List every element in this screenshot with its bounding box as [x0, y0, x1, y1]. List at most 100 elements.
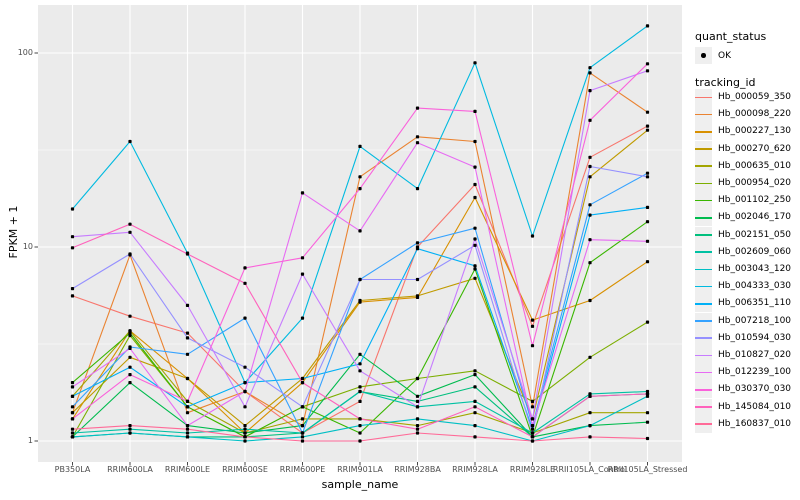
data-point — [645, 128, 650, 132]
data-point — [473, 267, 477, 271]
legend-key-Hb_010594_030 — [695, 329, 712, 347]
data-point — [185, 376, 190, 381]
data-point — [588, 155, 592, 159]
data-point — [243, 424, 247, 428]
data-point — [415, 277, 420, 282]
data-point — [243, 316, 247, 320]
data-point — [588, 394, 592, 398]
data-point — [243, 431, 247, 435]
data-point — [358, 389, 362, 394]
legend-line-icon — [695, 96, 712, 99]
data-point — [128, 424, 132, 428]
data-point — [415, 405, 420, 409]
legend-ok-label: OK — [718, 51, 731, 61]
y-tick-label: 1 — [27, 436, 33, 445]
data-point — [473, 182, 477, 187]
data-point — [473, 276, 477, 280]
data-point — [473, 411, 477, 415]
legend-key-Hb_007218_100 — [695, 312, 712, 330]
legend-entry-label: Hb_010594_030 — [718, 332, 792, 343]
legend-key-Hb_001102_250 — [695, 192, 712, 210]
data-point — [530, 435, 535, 439]
legend-key-Hb_000059_350 — [695, 89, 712, 106]
data-point — [358, 187, 362, 191]
data-point — [300, 417, 305, 421]
data-point — [473, 243, 477, 247]
data-point — [415, 394, 420, 398]
data-point — [70, 405, 75, 409]
data-point — [185, 435, 190, 439]
data-point — [645, 110, 650, 114]
y-tick-label: 10 — [22, 242, 33, 251]
data-point — [185, 352, 190, 356]
data-point — [70, 394, 75, 398]
legend-key-Hb_000227_130 — [695, 123, 712, 141]
legend-entry-label: Hb_012239_100 — [718, 367, 792, 378]
x-tick-label: PB350LA — [54, 465, 91, 474]
data-point — [588, 435, 592, 439]
legend-entry-label: Hb_000227_130 — [718, 126, 792, 137]
data-point — [415, 424, 420, 428]
legend-line-icon — [695, 423, 712, 426]
data-point — [300, 316, 305, 320]
data-point — [645, 411, 650, 415]
data-point — [243, 266, 247, 270]
legend-line-icon — [695, 389, 712, 391]
legend-tracking-id-title: tracking_id — [695, 76, 756, 89]
data-point — [645, 124, 650, 128]
legend-entry-label: Hb_003043_120 — [718, 264, 792, 274]
data-point — [473, 373, 477, 377]
data-point — [588, 424, 592, 428]
legend-key-Hb_004333_030 — [695, 278, 712, 296]
y-axis-title: FPKM + 1 — [7, 205, 20, 259]
legend-key-Hb_000635_010 — [695, 157, 712, 175]
legend-line-icon — [695, 371, 712, 374]
data-point — [415, 294, 420, 298]
legend-key-Hb_145084_010 — [695, 398, 712, 416]
data-point — [185, 331, 190, 335]
data-point — [358, 369, 362, 373]
data-point — [415, 417, 420, 421]
legend-entry-label: Hb_000954_020 — [718, 178, 792, 188]
data-point — [70, 235, 75, 239]
data-point — [243, 435, 247, 439]
data-point — [128, 139, 132, 144]
data-point — [300, 439, 305, 443]
data-point — [645, 62, 650, 66]
data-point — [128, 381, 132, 385]
data-point — [358, 144, 362, 148]
data-point — [358, 298, 362, 303]
data-point — [530, 399, 535, 403]
data-point — [473, 399, 477, 403]
data-point — [473, 165, 477, 169]
legend-entry-label: Hb_004333_030 — [718, 281, 792, 292]
legend-entry-label: Hb_006351_110 — [718, 298, 792, 309]
data-point — [358, 385, 362, 389]
legend-line-icon — [695, 148, 712, 150]
data-point — [128, 427, 132, 431]
data-point — [645, 260, 650, 264]
legend-line-icon — [695, 131, 712, 133]
data-point — [645, 220, 650, 224]
x-tick-label: RRII105LA_Control — [552, 465, 628, 474]
legend-key-Hb_006351_110 — [695, 295, 712, 313]
legend-key-Hb_002151_050 — [695, 226, 712, 244]
legend-entry-label: Hb_007218_100 — [718, 315, 792, 326]
legend-entry-label: Hb_160837_010 — [718, 418, 792, 429]
x-tick-label: RRIM600PE — [279, 465, 326, 474]
legend-entry-label: Hb_002046_170 — [718, 212, 792, 223]
data-point — [473, 369, 477, 373]
data-point — [415, 427, 420, 431]
data-point — [473, 226, 477, 230]
legend-line-icon — [695, 285, 712, 288]
legend-key-Hb_002046_170 — [695, 209, 712, 227]
data-point — [185, 399, 190, 403]
data-point — [185, 405, 190, 409]
legend-line-icon — [695, 234, 712, 236]
legend-line-icon — [695, 113, 712, 116]
data-point — [530, 405, 535, 409]
data-point — [588, 238, 592, 242]
data-point — [645, 436, 650, 441]
data-point — [128, 314, 132, 318]
data-point — [70, 246, 75, 250]
